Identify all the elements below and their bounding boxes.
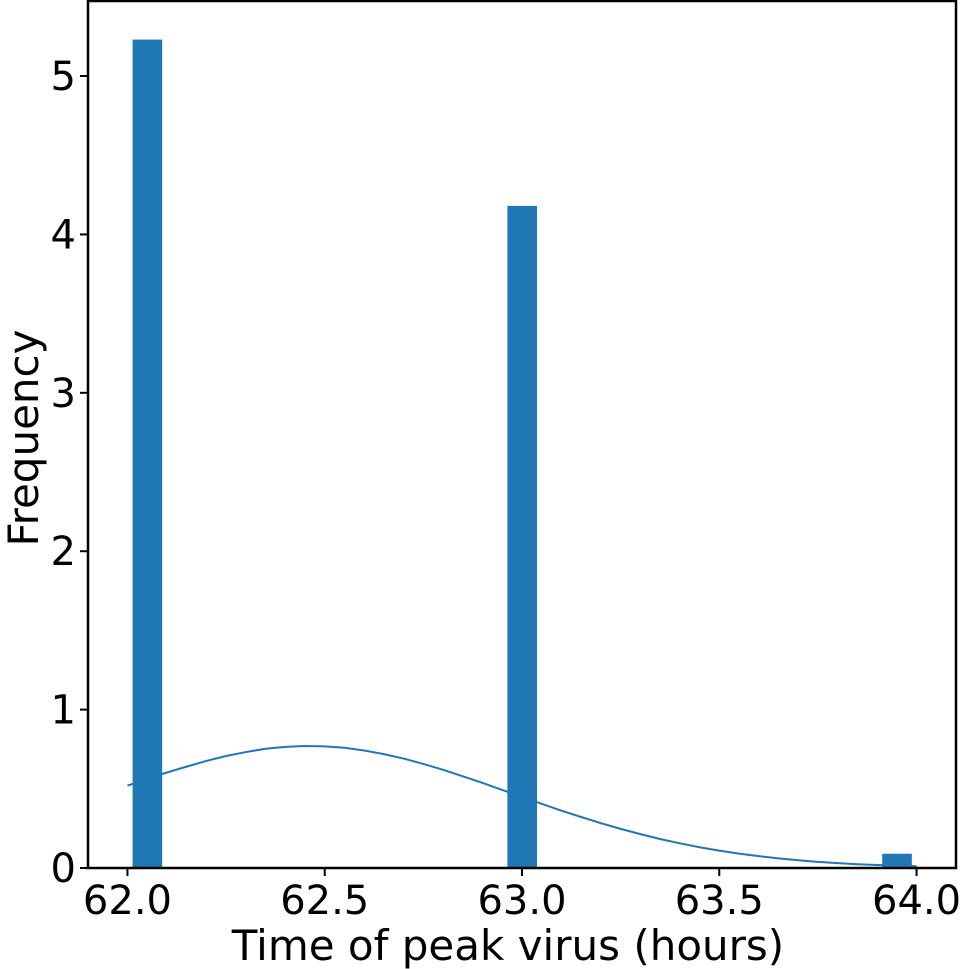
x-tick-label: 63.0 [477, 878, 566, 924]
x-axis-label: Time of peak virus (hours) [231, 921, 784, 969]
y-tick-label: 2 [51, 529, 76, 575]
density-curve [127, 745, 917, 868]
y-tick-label: 5 [51, 54, 76, 100]
y-tick-label: 4 [51, 212, 76, 258]
y-axis-ticks: 0 1 2 3 4 5 [51, 54, 88, 892]
x-tick-label: 62.0 [83, 878, 172, 924]
x-tick-label: 62.5 [280, 878, 369, 924]
x-axis-ticks: 62.0 62.5 63.0 63.5 64.0 [83, 868, 961, 924]
bars-layer [132, 39, 912, 869]
histogram-bar-2 [507, 205, 537, 868]
x-tick-label: 64.0 [872, 878, 961, 924]
y-tick-label: 0 [51, 846, 76, 892]
y-axis-label: Frequency [0, 330, 48, 547]
y-tick-label: 3 [51, 371, 76, 417]
density-curve-layer [127, 745, 917, 868]
y-tick-label: 1 [51, 688, 76, 734]
x-tick-label: 63.5 [675, 878, 764, 924]
histogram-bar-1 [132, 39, 163, 869]
